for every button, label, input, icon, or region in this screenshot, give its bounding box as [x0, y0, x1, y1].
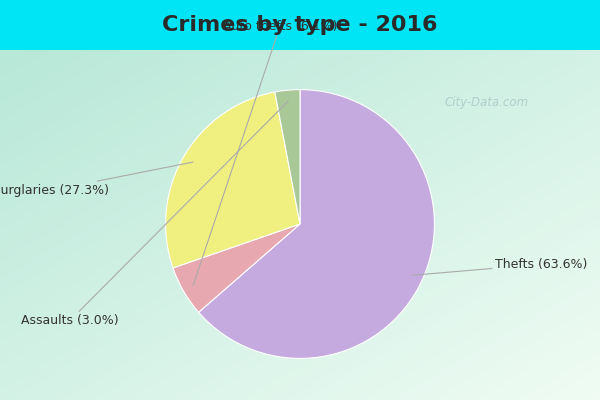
- Text: Crimes by type - 2016: Crimes by type - 2016: [162, 15, 438, 35]
- Text: Thefts (63.6%): Thefts (63.6%): [413, 258, 587, 275]
- Text: City-Data.com: City-Data.com: [445, 96, 529, 109]
- Wedge shape: [199, 90, 434, 358]
- Wedge shape: [173, 224, 300, 312]
- Text: Assaults (3.0%): Assaults (3.0%): [21, 101, 289, 327]
- Wedge shape: [166, 92, 300, 268]
- Wedge shape: [275, 90, 300, 224]
- Text: Auto thefts (6.1%): Auto thefts (6.1%): [193, 20, 337, 286]
- Text: Burglaries (27.3%): Burglaries (27.3%): [0, 162, 193, 197]
